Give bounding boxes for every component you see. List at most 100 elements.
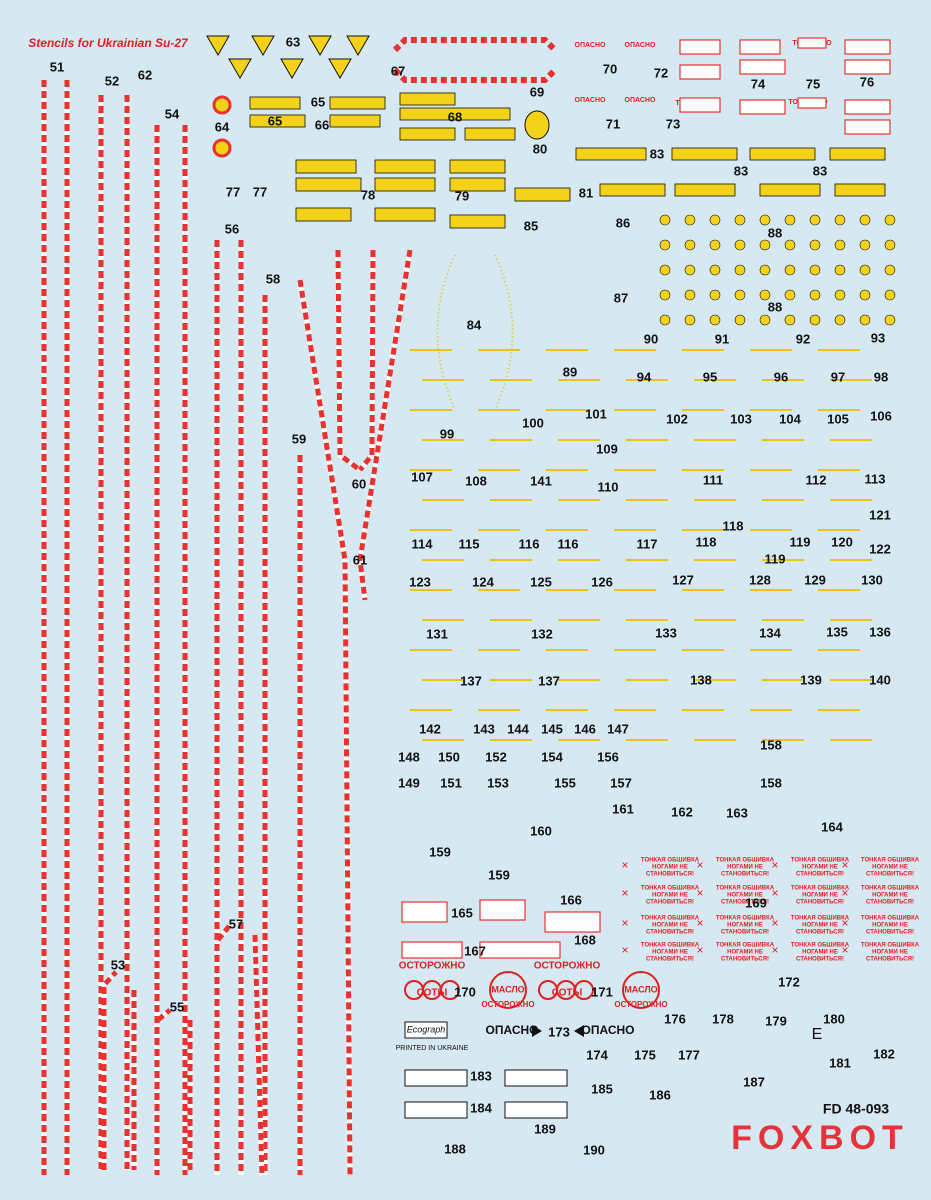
number-label: 54 — [165, 106, 180, 121]
yellow-dot — [684, 214, 696, 226]
yellow-dot — [709, 239, 721, 251]
yellow-dot — [709, 289, 721, 301]
number-label: 187 — [743, 1074, 765, 1089]
thin-skin: ТОНКАЯ ОБШИВКА — [716, 943, 775, 949]
number-label: 138 — [690, 672, 712, 687]
number-label: 182 — [873, 1046, 895, 1061]
number-label: 190 — [583, 1142, 605, 1157]
thin-skin: СТАНОВИТЬСЯ! — [646, 957, 694, 963]
table-stencil — [404, 1069, 468, 1087]
yellow-dot — [859, 264, 871, 276]
thin-skin: СТАНОВИТЬСЯ! — [796, 872, 844, 878]
oil-circle — [622, 971, 660, 1009]
number-label: 181 — [829, 1055, 851, 1070]
number-label: 170 — [454, 984, 476, 999]
cross: × — [841, 886, 848, 900]
stripe — [216, 923, 232, 942]
chevron — [392, 67, 558, 83]
number-label: 96 — [774, 369, 788, 384]
number-label: 88 — [768, 225, 782, 240]
yellow-dot — [784, 314, 796, 326]
number-label: 65 — [268, 113, 282, 128]
thin-skin: НОГАМИ НЕ — [872, 893, 908, 899]
cross: × — [771, 916, 778, 930]
stripe — [335, 249, 362, 472]
thin-skin: НОГАМИ НЕ — [652, 950, 688, 956]
number-label: 155 — [554, 775, 576, 790]
number-label: 57 — [229, 916, 243, 931]
number-label: 133 — [655, 625, 677, 640]
yellow-stencil — [749, 147, 816, 161]
number-label: 65 — [311, 94, 325, 109]
number-label: 142 — [419, 721, 441, 736]
hazard-triangle — [228, 58, 252, 79]
yellow-dot — [784, 264, 796, 276]
yellow-stencil — [671, 147, 738, 161]
number-label: 108 — [465, 473, 487, 488]
number-label: 161 — [612, 801, 634, 816]
yellow-dot — [809, 214, 821, 226]
number-label: 149 — [398, 775, 420, 790]
number-label: 61 — [353, 552, 367, 567]
number-label: 158 — [760, 775, 782, 790]
number-label: 110 — [598, 479, 619, 494]
number-label: 184 — [470, 1100, 492, 1115]
red-stencil — [544, 911, 601, 933]
number-label: 68 — [448, 109, 462, 124]
number-label: 80 — [533, 141, 547, 156]
cross: × — [771, 943, 778, 957]
yellow-stencil — [759, 183, 821, 197]
number-label: 104 — [779, 411, 801, 426]
number-label: 94 — [637, 369, 652, 384]
thin-skin: НОГАМИ НЕ — [802, 923, 838, 929]
number-label: 72 — [654, 65, 668, 80]
thin-skin: ТОНКАЯ ОБШИВКА — [861, 886, 920, 892]
number-label: 148 — [398, 749, 420, 764]
number-label: 175 — [634, 1047, 656, 1062]
number-label: 180 — [823, 1011, 845, 1026]
yellow-stencil — [399, 127, 456, 141]
thin-skin: ТОНКАЯ ОБШИВКА — [641, 886, 700, 892]
printer: Ecograph — [407, 1024, 446, 1034]
cross: × — [621, 858, 628, 872]
caution: ОСТОРОЖНО — [534, 961, 601, 972]
number-label: 64 — [215, 119, 230, 134]
thin-skin: СТАНОВИТЬСЯ! — [721, 930, 769, 936]
number-label: 79 — [455, 188, 469, 203]
thin-skin: СТАНОВИТЬСЯ! — [646, 900, 694, 906]
yellow-stencil — [374, 177, 436, 192]
danger-small: ОПАСНО — [625, 42, 656, 49]
yellow-dot — [734, 214, 746, 226]
number-label: 134 — [759, 625, 781, 640]
red-stencil — [844, 99, 891, 115]
thin-skin: СТАНОВИТЬСЯ! — [721, 957, 769, 963]
number-label: 126 — [591, 574, 613, 589]
number-label: 75 — [806, 76, 820, 91]
thin-skin: ТОНКАЯ ОБШИВКА — [641, 916, 700, 922]
thin-skin: СТАНОВИТЬСЯ! — [796, 957, 844, 963]
cross: × — [696, 916, 703, 930]
yellow-dot — [884, 289, 896, 301]
number-label: 81 — [579, 185, 593, 200]
number-label: 121 — [869, 507, 891, 522]
number-label: 113 — [865, 471, 886, 486]
honeycomb: СОТЫ — [417, 988, 448, 999]
number-label: 174 — [586, 1047, 608, 1062]
stripe — [156, 1008, 172, 1022]
thin-skin: ТОНКАЯ ОБШИВКА — [716, 916, 775, 922]
thin-skin: НОГАМИ НЕ — [727, 865, 763, 871]
honeycomb-circle — [440, 980, 460, 1000]
red-stencil — [844, 59, 891, 75]
arrow — [532, 1025, 542, 1037]
hazard-triangle — [328, 58, 352, 79]
number-label: 159 — [429, 844, 451, 859]
number-label: 147 — [607, 721, 629, 736]
yellow-dot — [884, 214, 896, 226]
cross: × — [621, 886, 628, 900]
number-label: 141 — [530, 473, 552, 488]
number-label: 163 — [726, 805, 748, 820]
number-label: 165 — [451, 905, 473, 920]
cross: × — [621, 943, 628, 957]
red-stencil — [739, 99, 786, 115]
